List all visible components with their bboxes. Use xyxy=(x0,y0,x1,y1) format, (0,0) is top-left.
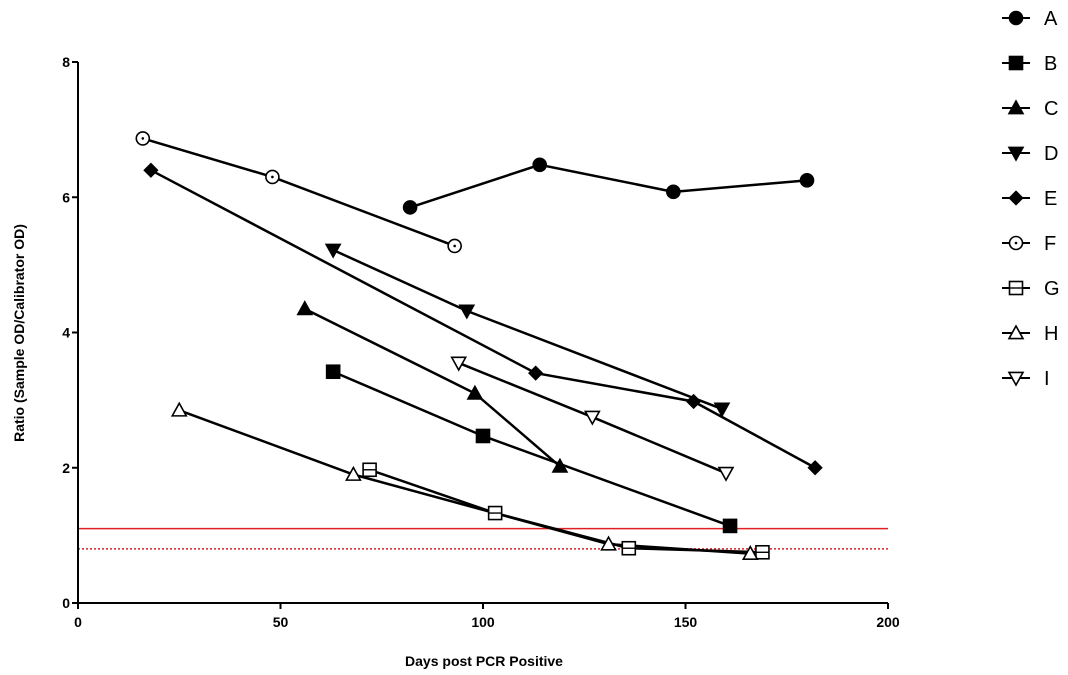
legend-marker-g xyxy=(1008,280,1024,296)
point-h xyxy=(741,544,759,561)
point-d xyxy=(458,304,476,320)
legend-label-c: C xyxy=(1044,98,1058,120)
point-a xyxy=(402,200,418,215)
point-g xyxy=(755,544,770,560)
point-c xyxy=(296,300,314,316)
point-a-shape xyxy=(666,184,681,200)
point-f-dot xyxy=(453,244,456,248)
legend-marker-d xyxy=(1007,146,1025,162)
series-line-h xyxy=(178,409,751,555)
legend-marker-b xyxy=(1008,55,1024,71)
point-h xyxy=(170,401,188,417)
legend-label-e: E xyxy=(1044,188,1057,210)
legend-marker-h xyxy=(1007,324,1025,340)
point-h xyxy=(600,535,617,551)
legend-marker-i xyxy=(1007,371,1025,387)
point-a-shape xyxy=(402,200,418,215)
point-b-shape xyxy=(722,518,738,534)
point-a xyxy=(666,184,681,200)
series-line-g xyxy=(369,468,763,554)
x-tick-label: 200 xyxy=(876,614,900,630)
point-c xyxy=(466,384,484,400)
legend-label-i: I xyxy=(1044,368,1050,390)
point-i xyxy=(583,410,601,426)
legend-item-h: H xyxy=(1002,323,1058,345)
legend-item-b: B xyxy=(1002,53,1057,75)
legend-marker-c xyxy=(1007,99,1025,115)
point-b xyxy=(722,518,738,534)
point-e xyxy=(685,393,702,410)
point-f xyxy=(135,131,151,146)
point-f-dot xyxy=(271,175,274,179)
legend-marker-f xyxy=(1008,235,1024,251)
y-tick-label: 8 xyxy=(62,54,70,70)
point-g xyxy=(362,462,377,478)
point-b xyxy=(475,428,491,444)
point-i xyxy=(717,466,735,482)
point-e xyxy=(143,162,159,178)
legend-label-b: B xyxy=(1044,53,1057,75)
legend-marker-a-shape xyxy=(1008,10,1024,26)
point-b xyxy=(325,364,341,380)
legend-item-g: G xyxy=(1002,278,1060,300)
series-line-f xyxy=(142,137,456,248)
legend-label-h: H xyxy=(1044,323,1058,345)
point-f xyxy=(265,169,280,185)
data-markers xyxy=(135,131,823,561)
y-axis-title: Ratio (Sample OD/Calibrator OD) xyxy=(11,224,27,442)
legend-label-f: F xyxy=(1044,233,1056,255)
legend-marker-e xyxy=(1008,190,1024,206)
point-b-shape xyxy=(475,428,491,444)
point-d xyxy=(713,402,731,418)
x-tick-label: 150 xyxy=(674,614,698,630)
point-a xyxy=(532,157,548,173)
x-ticks: 0 50 100 150 200 xyxy=(74,603,900,630)
x-tick-label: 0 xyxy=(74,614,82,630)
point-e xyxy=(528,365,544,381)
x-axis-title: Days post PCR Positive xyxy=(405,653,563,669)
y-tick-label: 6 xyxy=(62,189,70,205)
x-tick-label: 50 xyxy=(273,614,289,630)
series-line-a xyxy=(409,163,808,209)
x-tick-label: 100 xyxy=(471,614,495,630)
point-f-dot xyxy=(141,137,145,140)
point-g xyxy=(487,505,503,521)
y-tick-label: 4 xyxy=(62,325,70,341)
legend-item-c: C xyxy=(1002,98,1058,120)
legend-item-i: I xyxy=(1002,368,1050,390)
point-h xyxy=(345,465,362,481)
series-lines xyxy=(142,137,816,555)
point-a-shape xyxy=(532,157,548,173)
y-tick-label: 0 xyxy=(62,595,70,611)
legend-label-a: A xyxy=(1044,8,1058,30)
y-tick-label: 2 xyxy=(62,460,70,476)
legend-item-a: A xyxy=(1002,8,1058,30)
legend-item-f: F xyxy=(1002,233,1056,255)
axes: 0 50 100 150 200 0 2 4 6 8 xyxy=(62,54,900,630)
legend-item-d: D xyxy=(1002,143,1058,165)
point-a xyxy=(799,173,815,188)
point-b-shape xyxy=(325,364,341,380)
point-c xyxy=(551,457,569,473)
y-ticks: 0 2 4 6 8 xyxy=(62,54,78,611)
legend-label-d: D xyxy=(1044,143,1058,165)
point-d xyxy=(324,243,342,259)
point-e xyxy=(807,460,823,476)
reference-lines xyxy=(78,527,888,550)
legend-marker-a xyxy=(1008,10,1024,26)
series-line-e xyxy=(150,169,816,469)
legend-item-e: E xyxy=(1002,188,1057,210)
point-i xyxy=(450,356,468,372)
point-a-shape xyxy=(799,173,815,188)
legend: A B C D E F G H I xyxy=(1002,8,1060,390)
legend-label-g: G xyxy=(1044,278,1060,300)
point-g xyxy=(621,540,637,556)
legend-marker-f-dot xyxy=(1014,241,1018,245)
legend-marker-b-shape xyxy=(1008,55,1024,71)
series-line-d xyxy=(332,248,723,411)
point-f xyxy=(447,238,462,254)
